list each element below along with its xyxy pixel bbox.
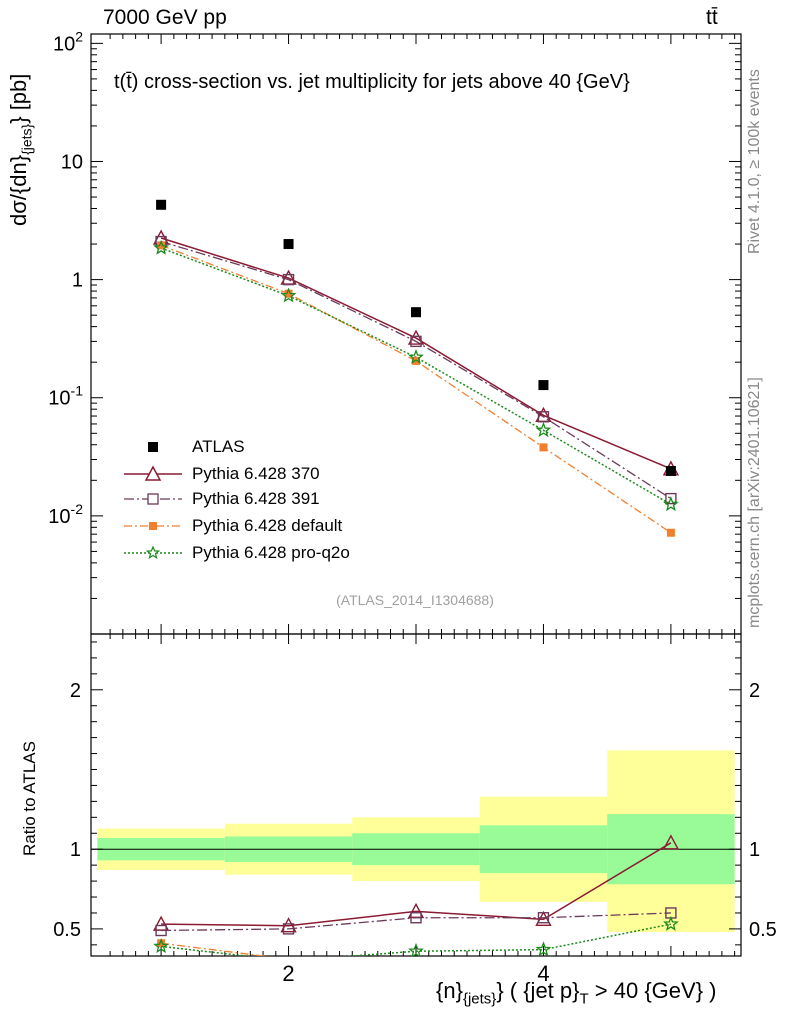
legend-pq2o-label: Pythia 6.428 pro-q2o: [192, 543, 350, 562]
y-tick-label: 10-1: [48, 383, 83, 410]
series-line-p370: [160, 237, 672, 470]
point-p391: [410, 335, 422, 348]
legend-p391-label: Pythia 6.428 391: [192, 489, 320, 508]
point-pdefault: [539, 443, 548, 452]
ratio-point-p370: [662, 834, 680, 850]
ratio-point-p370: [280, 917, 297, 933]
ratio-point-pq2o: [408, 942, 424, 956]
point-p370: [407, 329, 425, 345]
legend-p370-label: Pythia 6.428 370: [192, 464, 320, 483]
point-pdefault: [666, 528, 675, 537]
point-pdefault: [284, 289, 293, 298]
legend-atlas-symbol: [148, 442, 158, 452]
y-tick-exp: 2: [75, 28, 83, 44]
ratio-point-pq2o: [662, 915, 679, 931]
point-pq2o: [662, 496, 679, 512]
legend-atlas-label: ATLAS: [192, 437, 245, 456]
legend-pq2o: Pythia 6.428 pro-q2o: [124, 540, 350, 566]
xlabel-part3: > 40 {GeV} ): [588, 978, 717, 1003]
legend-atlas-marker: [148, 442, 158, 452]
legend-pq2o-symbol: [124, 545, 182, 560]
ratio-point-p391: [537, 912, 550, 924]
legend-p370: Pythia 6.428 370: [124, 461, 320, 487]
y-tick-label: 102: [53, 28, 83, 55]
point-p391: [282, 273, 295, 286]
chart-title: t(t̄) cross-section vs. jet multiplicity…: [114, 71, 630, 93]
ratio-tick-label: 1: [70, 839, 81, 861]
ratio-point-pq2o: [535, 941, 552, 956]
legend-pq2o-marker: [145, 545, 161, 560]
header-left: 7000 GeV pp: [103, 6, 227, 29]
ratio-series-group: [152, 834, 680, 956]
ratio-line-p370: [161, 842, 672, 927]
legend-pdefault: Pythia 6.428 default: [124, 513, 342, 539]
y-tick-label: 10: [61, 151, 83, 173]
legend-pdefault-marker: [149, 522, 157, 530]
xlabel-sub1: {jets}: [462, 990, 497, 1008]
watermark: (ATLAS_2014_I1304688): [336, 592, 494, 608]
legend-p391: Pythia 6.428 391: [124, 486, 320, 512]
y-tick-base: 10: [48, 506, 70, 528]
y-tick-exp: -1: [71, 383, 84, 399]
x-tick-label: 4: [537, 961, 549, 986]
ratio-point-pq2o: [153, 938, 170, 954]
ratio-line-pdefault: [161, 942, 269, 956]
xlabel-sub2: T: [579, 990, 589, 1008]
point-pdefault: [412, 356, 420, 365]
legend-p391-marker: [147, 493, 159, 505]
point-atlas: [665, 465, 676, 476]
legend-p370-symbol: [124, 465, 182, 481]
point-p391: [537, 411, 550, 423]
x-tick-label: 2: [282, 961, 294, 986]
xlabel-part1: {n}: [436, 978, 463, 1003]
point-pq2o: [280, 287, 297, 303]
point-atlas: [156, 199, 167, 210]
point-pdefault: [157, 241, 166, 250]
point-atlas: [538, 380, 549, 391]
point-pq2o: [408, 348, 424, 364]
series-line-pdefault: [160, 244, 672, 534]
ratio-line-pq2o: [161, 923, 672, 956]
y-tick-label: 1: [72, 270, 83, 292]
ratio-point-p391: [410, 912, 422, 924]
ratio-point-p391: [282, 923, 295, 935]
y-tick-base: 10: [53, 33, 75, 55]
legend-p391-symbol: [124, 493, 182, 505]
y-tick-base: 10: [48, 388, 70, 410]
legend-atlas: ATLAS: [124, 434, 245, 460]
series-line-p391: [160, 240, 672, 500]
ratio-line-p391: [161, 912, 671, 932]
legend-p370-marker: [144, 465, 162, 481]
header-right: tt̄: [706, 6, 718, 29]
ratio-point-p391: [155, 924, 167, 937]
ratio-tick-label: 2: [70, 680, 81, 702]
ratio-point-pdefault: [157, 939, 166, 948]
legend-pdefault-label: Pythia 6.428 default: [192, 516, 343, 535]
ratio-tick-label: 0.5: [53, 919, 81, 941]
point-atlas: [411, 307, 421, 318]
y-tick-exp: -2: [71, 501, 84, 517]
point-pq2o: [535, 422, 552, 438]
xlabel-part2: } ( {jet p}: [496, 978, 580, 1003]
legend-pdefault-symbol: [124, 522, 182, 530]
ratio-tick-label-right: 1: [749, 839, 760, 861]
ratio-tick-label-right: 2: [749, 680, 760, 702]
x-axis-label: {n}{jets}} ( {jet p}T > 40 {GeV} ): [436, 978, 716, 1007]
point-pq2o: [153, 239, 170, 255]
y-tick-label: 10-2: [48, 501, 83, 528]
ratio-point-p370: [535, 910, 552, 927]
point-p391: [665, 492, 677, 505]
ratio-tick-label-right: 0.5: [749, 919, 777, 941]
point-atlas: [283, 239, 294, 250]
